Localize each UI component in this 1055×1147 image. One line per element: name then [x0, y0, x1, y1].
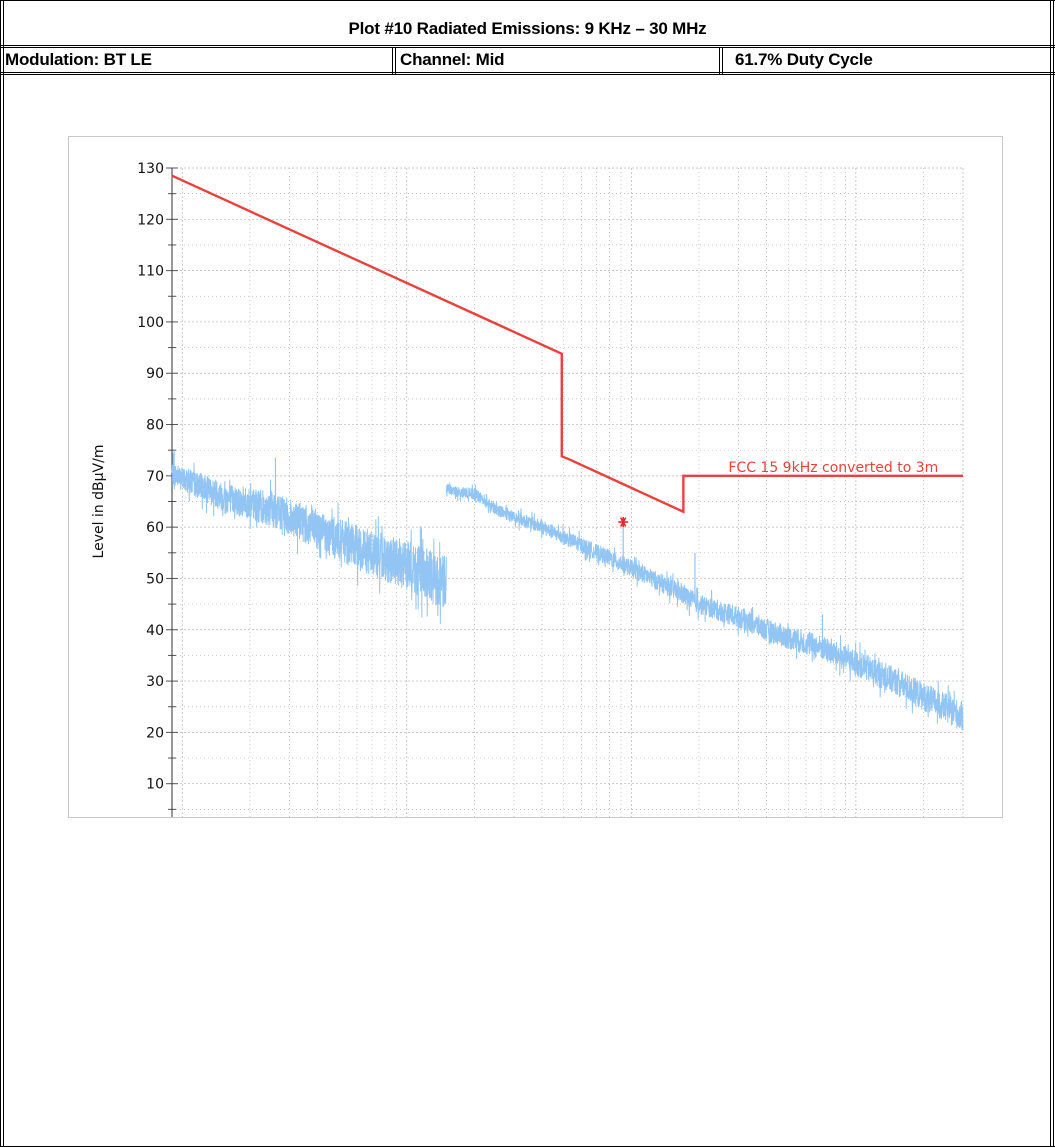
cell-divider-2: [719, 47, 723, 74]
y-tick-label: 110: [137, 264, 164, 280]
limit-series: FCC 15 9kHz converted to 3m: [171, 174, 963, 528]
row-divider-2: [0, 47, 1055, 48]
y-tick-label: 20: [146, 725, 164, 741]
y-tick-label: 90: [146, 366, 164, 382]
y-tick-label: 130: [137, 161, 164, 177]
row-divider-3: [0, 72, 1055, 73]
y-tick-label: 30: [146, 674, 164, 690]
peak-marker: [618, 517, 629, 528]
y-tick-label: 40: [146, 623, 164, 639]
modulation-label: Modulation: BT LE: [5, 50, 152, 69]
border-top: [0, 0, 1055, 1]
chart-panel: FCC 15 9kHz converted to 3m 010203040506…: [68, 136, 1003, 886]
border-right: [1050, 0, 1054, 1147]
row-divider-4: [0, 74, 1055, 75]
y-tick-label: 80: [146, 418, 164, 434]
y-tick-label: 60: [146, 520, 164, 536]
measurement-series: [171, 450, 964, 731]
channel-label: Channel: Mid: [400, 50, 505, 69]
axis-ticks: [166, 167, 963, 839]
y-tick-label: 50: [146, 571, 164, 587]
row-divider-1: [0, 45, 1055, 46]
y-tick-label: 120: [137, 212, 164, 228]
measurement-trace-segment: [445, 482, 964, 731]
y-tick-label: 70: [146, 469, 164, 485]
y-tick-label: 100: [137, 315, 164, 331]
y-axis-title: Level in dBµV/m: [91, 445, 107, 559]
emissions-chart: FCC 15 9kHz converted to 3m 010203040506…: [91, 161, 978, 886]
duty-cycle-label: 61.7% Duty Cycle: [735, 50, 873, 69]
grid: [172, 167, 964, 835]
measurement-trace-segment: [171, 453, 447, 624]
limit-line-label: FCC 15 9kHz converted to 3m: [728, 460, 938, 476]
border-left: [0, 0, 4, 1147]
cell-divider-1: [392, 47, 396, 74]
limit-line: [171, 174, 963, 514]
y-tick-label: 10: [146, 777, 164, 793]
plot-title: Plot #10 Radiated Emissions: 9 KHz – 30 …: [348, 19, 707, 38]
